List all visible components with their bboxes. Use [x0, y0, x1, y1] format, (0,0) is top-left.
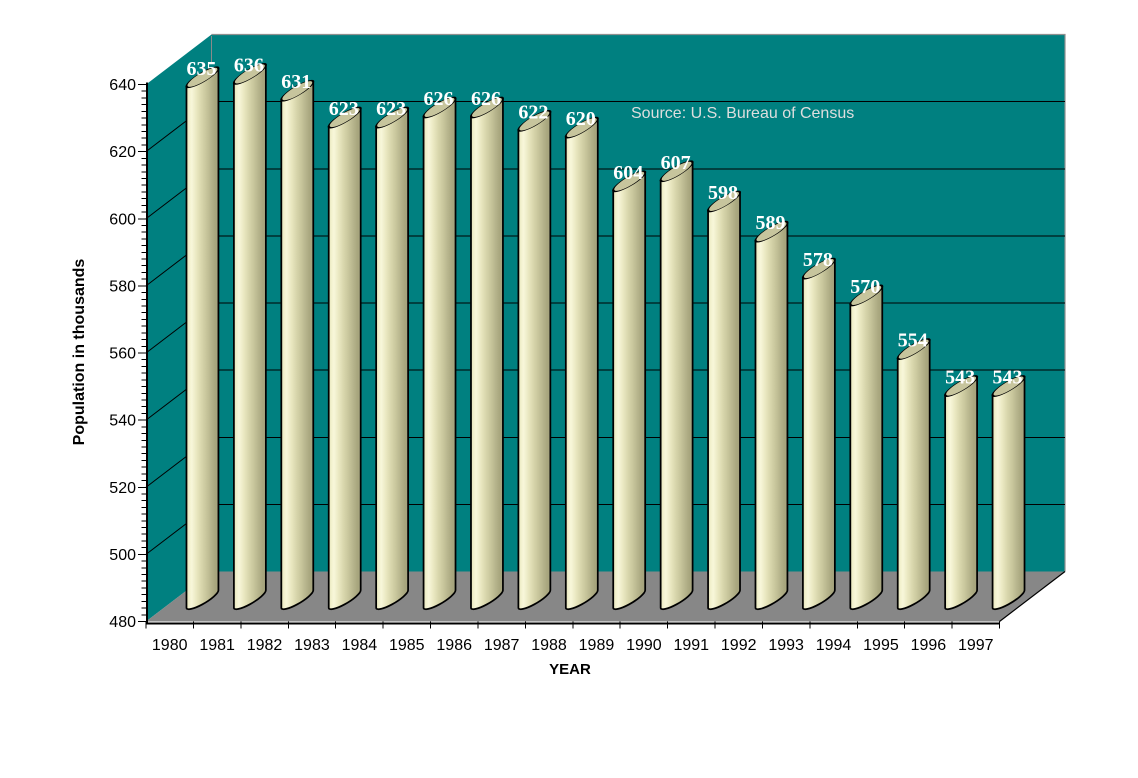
- svg-text:570: 570: [850, 276, 880, 298]
- svg-text:1994: 1994: [816, 637, 852, 654]
- svg-text:560: 560: [109, 346, 136, 363]
- svg-text:1986: 1986: [436, 637, 472, 654]
- svg-text:500: 500: [109, 547, 136, 564]
- svg-text:580: 580: [109, 278, 136, 295]
- svg-text:1980: 1980: [152, 637, 188, 654]
- svg-text:626: 626: [424, 88, 454, 110]
- svg-text:540: 540: [109, 413, 136, 430]
- svg-text:554: 554: [898, 330, 928, 352]
- svg-text:520: 520: [109, 480, 136, 497]
- svg-text:604: 604: [613, 162, 643, 184]
- svg-text:1992: 1992: [721, 637, 757, 654]
- svg-text:1991: 1991: [673, 637, 709, 654]
- svg-text:607: 607: [661, 152, 691, 174]
- svg-text:578: 578: [803, 249, 833, 271]
- svg-text:598: 598: [708, 182, 738, 204]
- svg-text:631: 631: [281, 71, 311, 93]
- svg-text:1993: 1993: [768, 637, 804, 654]
- svg-text:622: 622: [518, 101, 548, 123]
- svg-text:YEAR: YEAR: [549, 661, 591, 678]
- svg-text:626: 626: [471, 88, 501, 110]
- svg-text:640: 640: [109, 77, 136, 94]
- svg-text:1981: 1981: [199, 637, 235, 654]
- svg-text:1989: 1989: [579, 637, 615, 654]
- svg-text:620: 620: [566, 108, 596, 130]
- svg-text:1988: 1988: [531, 637, 567, 654]
- svg-text:543: 543: [993, 367, 1023, 389]
- svg-text:600: 600: [109, 211, 136, 228]
- svg-text:1985: 1985: [389, 637, 425, 654]
- svg-text:1984: 1984: [342, 637, 378, 654]
- svg-text:620: 620: [109, 144, 136, 161]
- svg-text:623: 623: [329, 98, 359, 120]
- svg-text:1982: 1982: [247, 637, 283, 654]
- svg-text:Source: U.S. Bureau of Census: Source: U.S. Bureau of Census: [631, 105, 854, 122]
- svg-text:636: 636: [234, 54, 264, 76]
- svg-text:589: 589: [755, 212, 785, 234]
- svg-text:1996: 1996: [911, 637, 947, 654]
- svg-text:1995: 1995: [863, 637, 899, 654]
- svg-text:1990: 1990: [626, 637, 662, 654]
- svg-text:623: 623: [376, 98, 406, 120]
- svg-text:Population in thousands: Population in thousands: [71, 259, 88, 446]
- svg-text:1997: 1997: [958, 637, 994, 654]
- svg-text:480: 480: [109, 614, 136, 631]
- svg-text:1987: 1987: [484, 637, 520, 654]
- svg-text:1983: 1983: [294, 637, 330, 654]
- svg-text:543: 543: [945, 367, 975, 389]
- svg-text:635: 635: [186, 58, 216, 80]
